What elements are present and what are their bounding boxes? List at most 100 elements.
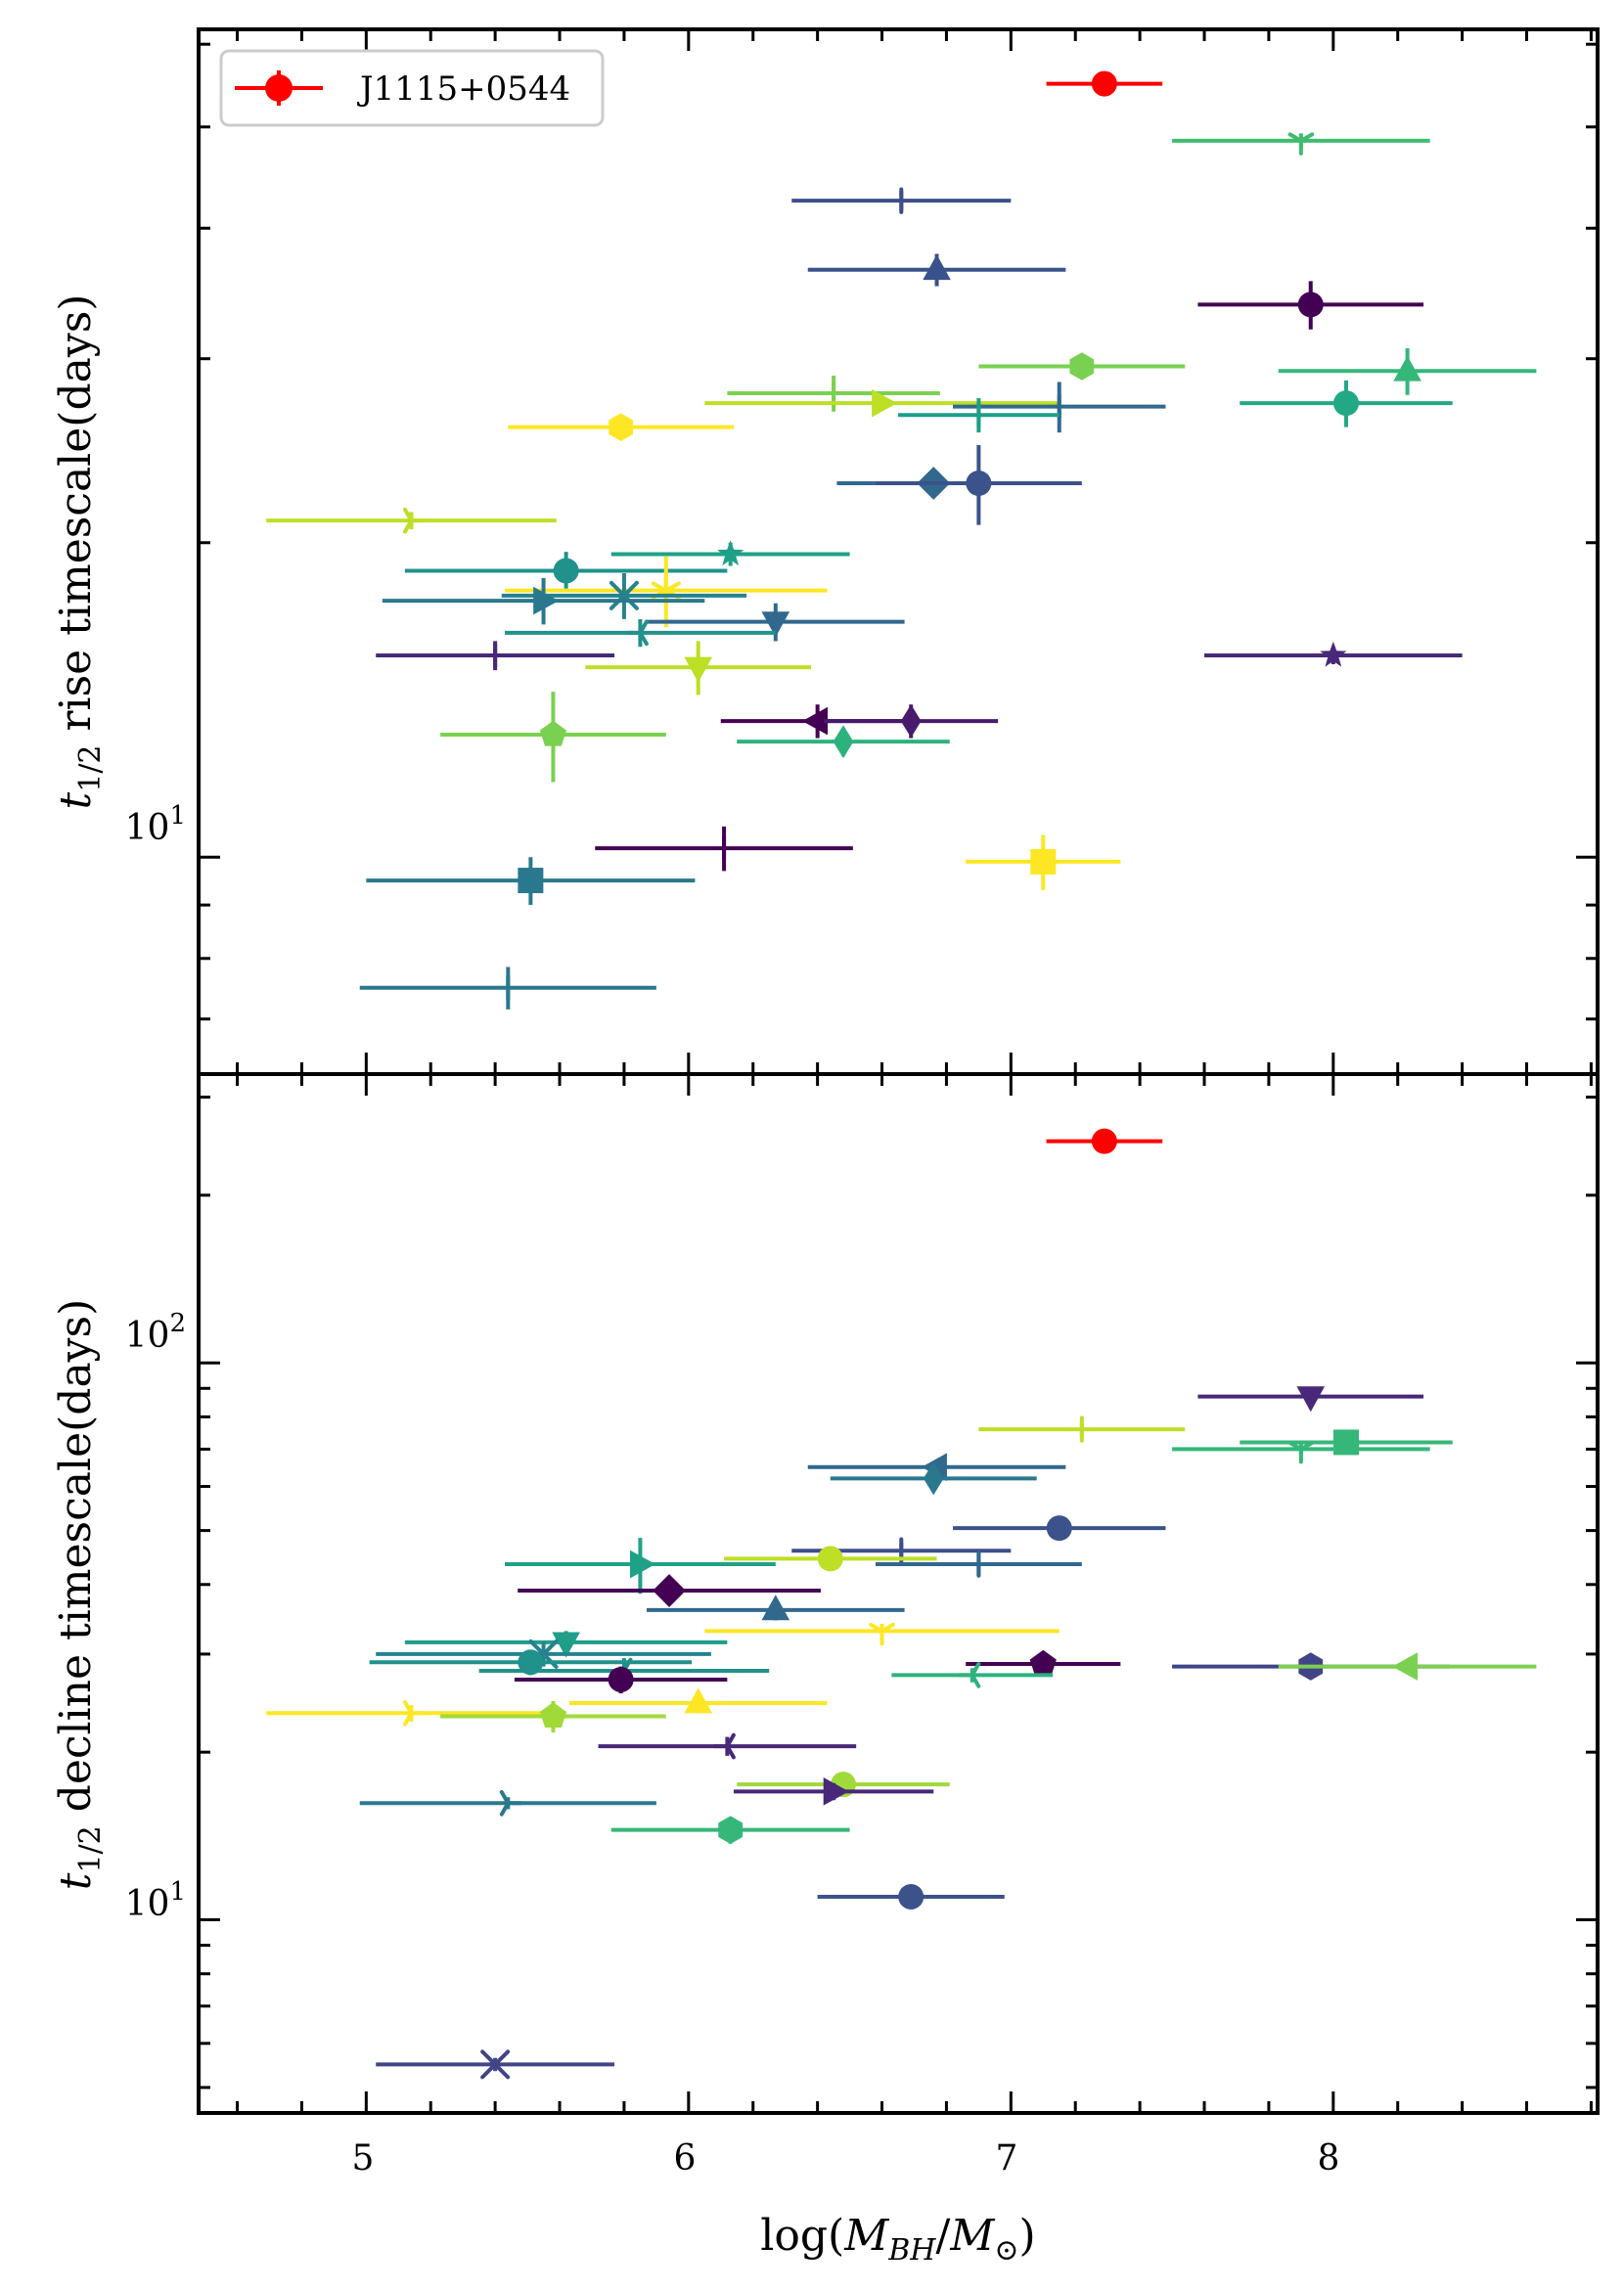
rise-point-28	[440, 692, 666, 783]
rise-point-31	[966, 834, 1121, 890]
xtick-label-8: 8	[1318, 2138, 1340, 2179]
marker->	[630, 1550, 656, 1579]
decline-point-26	[440, 1700, 666, 1732]
decline-point-13	[646, 1595, 905, 1621]
legend-label: J1115+0544	[357, 69, 570, 109]
legend: J1115+0544	[219, 49, 605, 127]
decline-point-6	[830, 1461, 1037, 1496]
rise-point-33	[359, 966, 656, 1010]
marker-d	[833, 725, 854, 759]
decline-point-0	[1046, 1128, 1163, 1154]
marker-v	[761, 611, 790, 638]
marker-x	[480, 2049, 511, 2080]
decline-point-29	[733, 1777, 934, 1806]
marker-p	[539, 1702, 567, 1729]
marker-o	[898, 1883, 925, 1909]
decline-point-30	[359, 1789, 656, 1817]
rise-point-27	[824, 704, 999, 739]
decline-ylabel: t1/2 decline timescale(days)	[51, 1299, 108, 1891]
decline-point-22	[891, 1662, 1054, 1688]
marker-h	[1069, 352, 1095, 381]
marker-tri_down	[869, 1622, 895, 1646]
marker-D	[653, 1574, 686, 1607]
rise-point-1	[1172, 132, 1430, 156]
marker-^	[1393, 355, 1421, 382]
rise-point-5	[978, 352, 1186, 381]
xtick-label-5: 5	[352, 2138, 375, 2179]
rise-point-20	[382, 577, 705, 625]
marker-<	[1391, 1652, 1418, 1681]
marker-tri_left	[712, 1732, 736, 1760]
decline-point-32	[817, 1883, 1005, 1909]
decline-point-11	[505, 1538, 776, 1595]
rise-point-0	[1046, 70, 1163, 97]
decline-point-10	[875, 1550, 1082, 1578]
marker-tri_right	[402, 507, 427, 534]
rise-point-23	[376, 641, 615, 671]
rise-point-25	[585, 641, 812, 696]
decline-point-7	[953, 1515, 1166, 1542]
marker-d	[923, 1461, 944, 1496]
legend-box	[219, 49, 605, 127]
marker-o	[966, 470, 992, 496]
rise-point-2	[791, 187, 1012, 214]
decline-axis-ticks	[199, 1074, 1598, 2113]
marker-p	[539, 720, 567, 746]
decline-ytick-label-100: 102	[125, 1309, 186, 1356]
marker-p	[1029, 1649, 1057, 1676]
decline-point-9	[724, 1546, 937, 1572]
decline-point-1	[1197, 1386, 1424, 1413]
marker-d	[900, 704, 922, 738]
rise-point-30	[595, 826, 853, 872]
marker-s	[1332, 1429, 1359, 1456]
rise-ytick-label-10: 101	[125, 801, 186, 848]
decline-point-23	[514, 1666, 728, 1694]
decline-point-27	[598, 1732, 857, 1760]
marker-h	[609, 413, 634, 441]
rise-point-14	[875, 444, 1082, 525]
decline-point-24	[568, 1687, 828, 1714]
marker->	[533, 586, 560, 615]
marker-o	[1091, 1128, 1117, 1154]
marker-s	[1030, 848, 1057, 875]
rise-point-29	[737, 725, 950, 759]
rise-point-12	[508, 413, 734, 441]
decline-ytick-label-10: 101	[125, 1877, 186, 1924]
marker-o	[1046, 1515, 1072, 1542]
marker-o	[518, 1649, 544, 1676]
marker-tri_right	[499, 1789, 523, 1817]
marker->	[823, 1777, 849, 1806]
rise-point-7	[727, 376, 940, 412]
marker-o	[1297, 292, 1324, 318]
decline-point-12	[518, 1574, 821, 1607]
decline-panel: 101 102 5 6 7 8 t1/2 decline timescale(d…	[51, 1072, 1600, 2268]
marker-v	[552, 1632, 580, 1658]
rise-panel: 101 t1/2 rise timescale(days) J1115+0544	[51, 27, 1600, 1076]
rise-point-17	[404, 552, 728, 591]
rise-point-32	[366, 857, 696, 906]
decline-data-points	[266, 1128, 1537, 2080]
rise-point-3	[807, 253, 1066, 287]
decline-point-25	[266, 1699, 557, 1727]
rise-point-22	[505, 618, 776, 648]
marker-o	[553, 558, 579, 584]
marker-v	[1296, 1386, 1326, 1413]
rise-point-11	[898, 398, 1060, 433]
decline-point-20	[1278, 1652, 1537, 1681]
decline-point-33	[376, 2049, 615, 2080]
decline-panel-frame	[197, 1072, 1600, 2115]
marker-^	[761, 1595, 790, 1621]
marker-tri_left	[957, 1662, 981, 1688]
rise-point-4	[1197, 281, 1424, 330]
rise-axis-ticks	[199, 29, 1598, 1074]
marker-o	[817, 1546, 843, 1572]
decline-point-4	[1172, 1440, 1430, 1464]
marker-^	[684, 1687, 713, 1714]
marker-tri_down	[1287, 132, 1315, 156]
rise-ylabel: t1/2 rise timescale(days)	[51, 294, 108, 810]
marker-o	[1332, 390, 1359, 417]
marker-<	[802, 706, 829, 736]
marker-v	[684, 656, 713, 683]
